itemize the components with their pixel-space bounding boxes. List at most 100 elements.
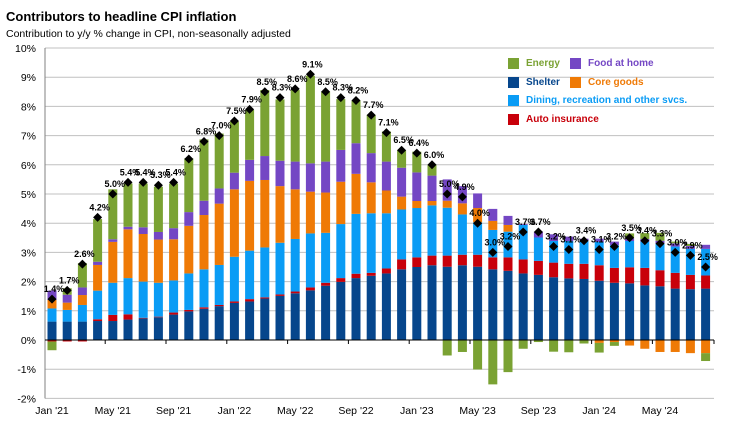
bar-segment-energy [381,131,391,162]
bar-segment-auto-insurance [549,262,559,278]
headline-cpi-label: 5.4% [135,167,156,177]
bar-segment-shelter [336,281,346,340]
bar-segment-core-goods [457,203,467,215]
bar-segment-dining-recreation-and-other-svcs- [518,224,528,260]
headline-cpi-marker [640,236,650,246]
headline-cpi-marker [245,104,255,114]
y-tick-label: 10% [15,43,36,55]
bar-segment-auto-insurance [153,316,163,318]
bar-segment-energy [351,100,361,144]
bar-segment-energy [77,263,87,288]
headline-cpi-label: 8.2% [348,86,369,96]
bar-segment-core-goods [47,299,57,309]
x-tick-label: May '23 [459,405,496,417]
bar-segment-energy [488,340,498,385]
bar-segment-auto-insurance [625,267,635,284]
bar-segment-core-goods [640,340,650,349]
headline-cpi-label: 9.1% [302,59,323,69]
bar-segment-shelter [397,269,407,340]
bar-segment-shelter [62,321,72,340]
headline-cpi-marker [685,250,695,260]
headline-cpi-marker [457,192,467,202]
bar-segment-dining-recreation-and-other-svcs- [549,241,559,263]
bar-segment-dining-recreation-and-other-svcs- [473,222,483,255]
bar-segment-energy [260,90,270,157]
bar-segment-auto-insurance [564,263,574,279]
bar-segment-shelter [549,277,559,340]
headline-cpi-marker [153,180,163,190]
bar-segment-shelter [594,280,604,340]
bar-segment-shelter [366,275,376,340]
headline-cpi-label: 5.3% [150,170,171,180]
bar-segment-food-at-home [229,172,239,190]
bar-segment-energy [594,342,604,353]
bar-segment-shelter [169,314,179,340]
bar-segment-auto-insurance [245,299,255,302]
bar-segment-core-goods [442,200,452,208]
headline-cpi-label: 6.5% [393,135,414,145]
bar-segment-shelter [488,269,498,340]
bar-segment-dining-recreation-and-other-svcs- [47,308,57,322]
bar-segment-energy [473,340,483,370]
bar-segment-energy [366,114,376,154]
headline-cpi-marker [609,242,619,252]
legend-label-auto-insurance: Auto insurance [526,114,599,125]
headline-cpi-label: 2.9% [682,240,703,250]
headline-cpi-marker [305,69,315,79]
headline-cpi-label: 3.4% [576,226,597,236]
bar-segment-shelter [457,265,467,340]
x-tick-label: Sep '21 [156,405,191,417]
legend-swatch-auto-insurance [508,114,519,125]
bar-segment-core-goods [655,340,665,352]
bar-segment-dining-recreation-and-other-svcs- [138,281,148,318]
bar-segment-dining-recreation-and-other-svcs- [427,205,437,256]
bar-segment-dining-recreation-and-other-svcs- [245,250,255,300]
bar-segment-shelter [260,298,270,340]
bar-segment-food-at-home [381,161,391,191]
bar-segment-auto-insurance [488,257,498,270]
bar-segment-dining-recreation-and-other-svcs- [321,232,331,283]
bar-segment-core-goods [184,225,194,274]
headline-cpi-label: 2.5% [697,252,718,262]
headline-cpi-label: 3.1% [561,234,582,244]
headline-cpi-marker [214,131,224,141]
bar-segment-dining-recreation-and-other-svcs- [381,213,391,269]
bar-segment-core-goods [77,295,87,305]
headline-cpi-marker [366,110,376,120]
bar-segment-shelter [229,302,239,340]
headline-cpi-marker [184,154,194,164]
bar-segment-energy [199,139,209,201]
bar-segment-food-at-home [62,294,72,303]
bar-segment-energy [609,342,619,346]
headline-cpi-label: 5.0% [105,179,126,189]
headline-cpi-marker [260,87,270,97]
bar-segment-auto-insurance [290,291,300,294]
bar-segment-food-at-home [77,287,87,296]
headline-cpi-marker [625,233,635,243]
bar-segment-energy [123,183,133,227]
bar-segment-auto-insurance [518,259,528,274]
bar-segment-auto-insurance [670,272,680,289]
y-tick-label: 0% [21,335,36,347]
bar-segment-dining-recreation-and-other-svcs- [412,208,422,258]
legend-swatch-shelter [508,77,519,88]
bar-segment-auto-insurance [473,254,483,267]
headline-cpi-marker [199,136,209,146]
bar-segment-dining-recreation-and-other-svcs- [457,214,467,255]
bar-segment-food-at-home [701,244,711,249]
bar-segment-core-goods [229,189,239,257]
bar-segment-core-goods [701,340,711,354]
bar-segment-dining-recreation-and-other-svcs- [184,273,194,310]
bar-segment-energy [229,121,239,173]
bar-segment-dining-recreation-and-other-svcs- [108,282,118,315]
headline-cpi-label: 6.2% [181,144,202,154]
bar-segment-food-at-home [260,156,270,180]
headline-cpi-marker [442,189,452,199]
bar-segment-energy [47,341,57,351]
headline-cpi-marker [123,177,133,187]
y-tick-label: 4% [21,218,36,230]
bar-segment-core-goods [670,340,680,352]
bar-segment-auto-insurance [412,257,422,267]
bar-segment-energy [138,183,148,228]
headline-cpi-label: 3.1% [591,234,612,244]
